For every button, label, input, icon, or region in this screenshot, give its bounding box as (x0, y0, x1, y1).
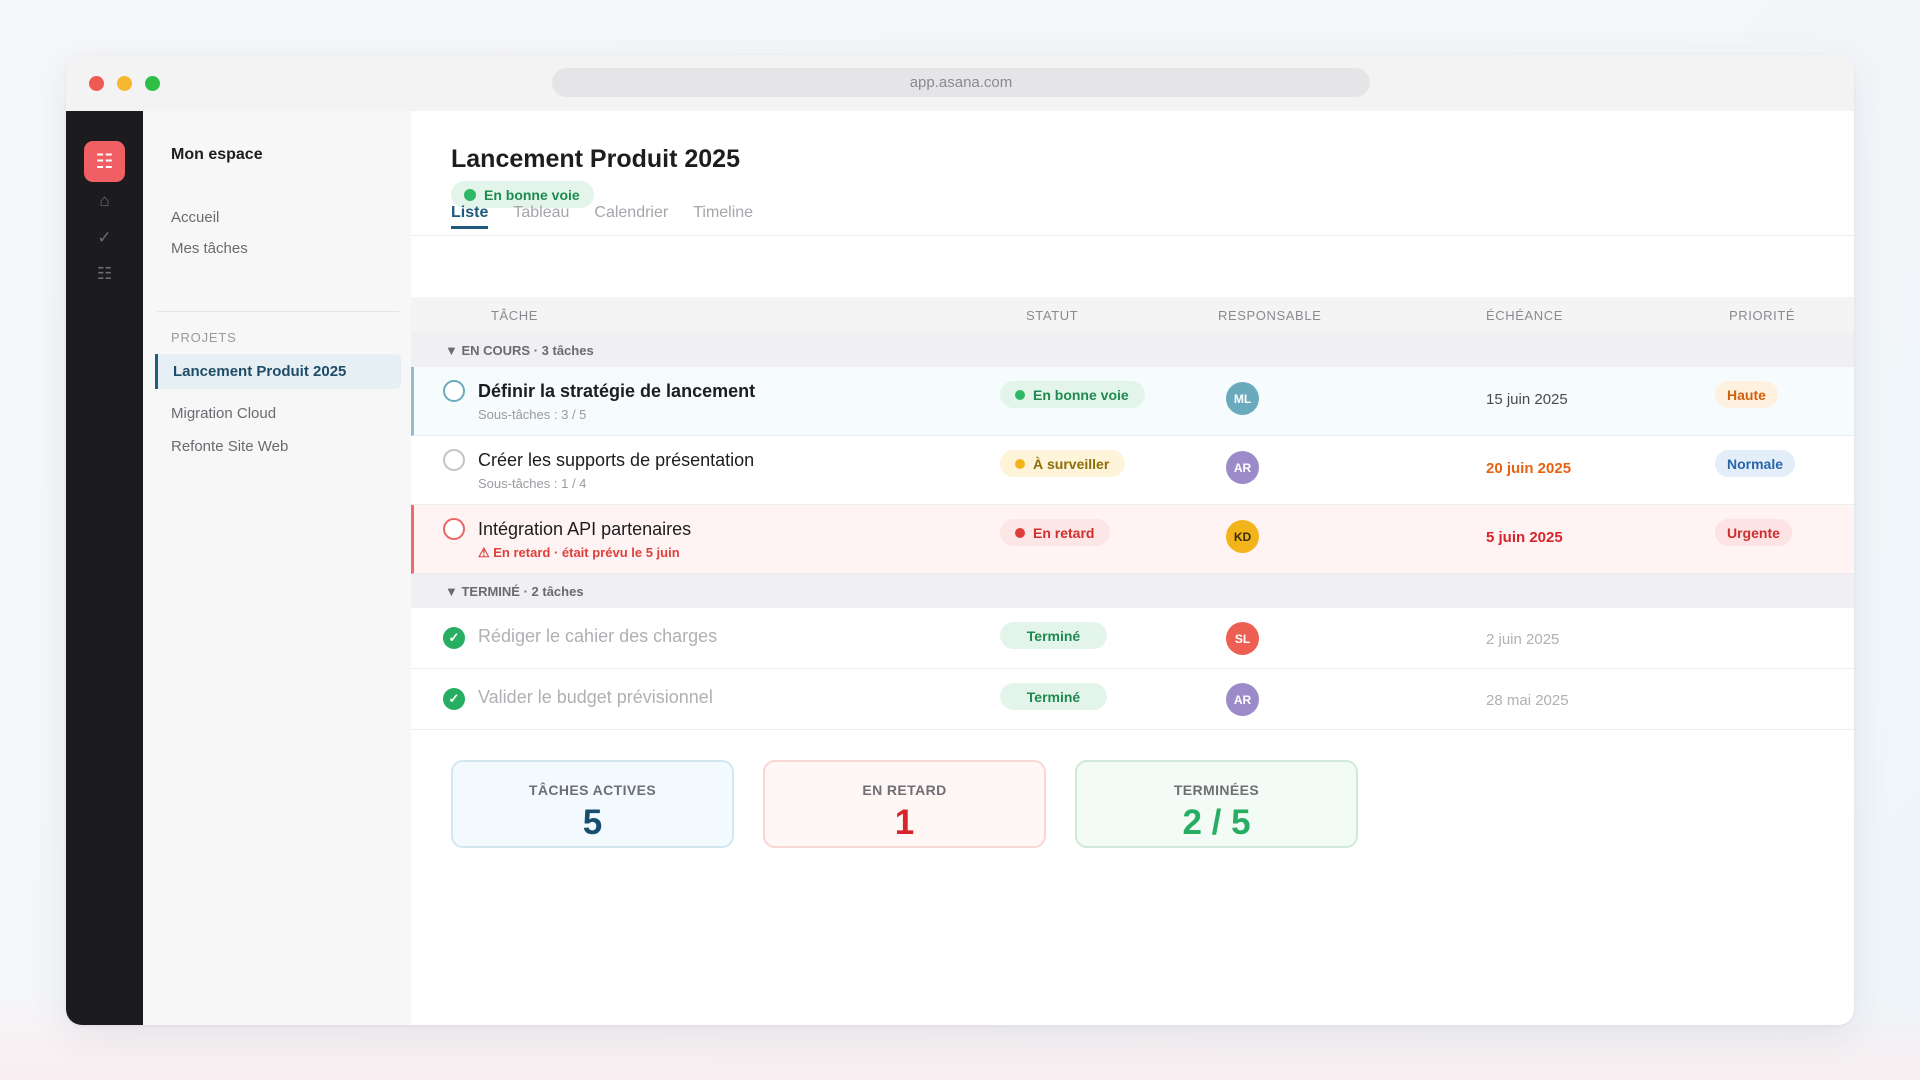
view-tabs: Liste Tableau Calendrier Timeline (451, 204, 753, 229)
summary-value: 1 (894, 803, 915, 842)
projects-icon[interactable]: ☷ (96, 264, 113, 283)
status-dot-icon (1015, 527, 1025, 538)
task-name[interactable]: Valider le budget prévisionnel (478, 687, 713, 707)
status-dot-icon (1015, 458, 1025, 469)
column-header-echeance[interactable]: ÉCHÉANCE (1486, 308, 1564, 323)
summary-divider (411, 729, 1854, 730)
project-status-label: En bonne voie (484, 186, 580, 203)
status-badge[interactable]: À surveiller (1000, 450, 1126, 477)
sidebar: Mon espace Accueil Mes tâches PROJETS La… (143, 111, 411, 1025)
priority-badge[interactable]: Normale (1715, 450, 1796, 477)
summary-label: TERMINÉES (1173, 782, 1260, 798)
summary-card-done: TERMINÉES 2 / 5 (1075, 760, 1358, 848)
table-row[interactable]: ✓ Rédiger le cahier des charges Terminé … (411, 608, 1854, 669)
tab-timeline[interactable]: Timeline (693, 204, 754, 221)
browser-titlebar: app.asana.com (66, 55, 1854, 111)
column-header-priorite[interactable]: PRIORITÉ (1729, 308, 1796, 323)
maximize-window-button[interactable] (145, 76, 160, 91)
due-date[interactable]: 15 juin 2025 (1486, 391, 1568, 408)
completed-check-icon[interactable]: ✓ (443, 688, 465, 710)
column-header-responsable[interactable]: RESPONSABLE (1218, 308, 1322, 323)
status-badge[interactable]: Terminé (1000, 683, 1107, 710)
task-name[interactable]: Rédiger le cahier des charges (478, 626, 718, 646)
workspace-title: Mon espace (171, 146, 263, 163)
task-name[interactable]: Intégration API partenaires (478, 519, 692, 539)
home-icon[interactable]: ⌂ (99, 191, 110, 210)
sidebar-section-label: PROJETS (171, 330, 237, 345)
address-bar[interactable]: app.asana.com (552, 68, 1370, 97)
status-label: En retard (1033, 524, 1095, 541)
table-header: TÂCHE STATUT RESPONSABLE ÉCHÉANCE PRIORI… (411, 297, 1854, 333)
tab-calendrier[interactable]: Calendrier (594, 204, 669, 221)
app-logo-icon[interactable]: ☷ (84, 141, 125, 182)
summary-card-active: TÂCHES ACTIVES 5 (451, 760, 734, 848)
priority-badge[interactable]: Urgente (1715, 519, 1792, 546)
due-date[interactable]: 5 juin 2025 (1486, 529, 1563, 546)
browser-window: app.asana.com ☷ ⌂ ✓ ☷ Mon espace Accueil… (66, 55, 1854, 1025)
summary-label: TÂCHES ACTIVES (528, 782, 657, 798)
status-label: À surveiller (1033, 455, 1110, 472)
summary-label: EN RETARD (862, 782, 947, 798)
task-name[interactable]: Définir la stratégie de lancement (478, 381, 756, 401)
avatar[interactable]: AR (1226, 451, 1259, 484)
sidebar-divider (157, 311, 399, 312)
close-window-button[interactable] (89, 76, 104, 91)
tab-liste[interactable]: Liste (451, 204, 489, 229)
status-badge[interactable]: En bonne voie (1000, 381, 1145, 408)
group-header-termine[interactable]: ▼ TERMINÉ · 2 tâches (411, 574, 1854, 608)
status-dot-icon (1015, 389, 1025, 400)
main-content: Lancement Produit 2025 En bonne voie Lis… (411, 111, 1854, 1025)
completed-check-icon[interactable]: ✓ (443, 627, 465, 649)
table-row[interactable]: Intégration API partenaires ⚠ En retard … (411, 505, 1854, 574)
column-header-tache[interactable]: TÂCHE (491, 308, 539, 323)
task-checkbox[interactable] (443, 380, 465, 402)
task-overdue-warning: ⚠ En retard · était prévu le 5 juin (478, 545, 680, 560)
summary-value: 5 (582, 803, 603, 842)
table-row[interactable]: ✓ Valider le budget prévisionnel Terminé… (411, 669, 1854, 730)
sidebar-item-lancement-produit[interactable]: Lancement Produit 2025 (155, 354, 401, 389)
status-badge[interactable]: Terminé (1000, 622, 1107, 649)
minimize-window-button[interactable] (117, 76, 132, 91)
status-badge[interactable]: En retard (1000, 519, 1111, 546)
due-date[interactable]: 28 mai 2025 (1486, 692, 1569, 709)
sidebar-item-mes-taches[interactable]: Mes tâches (171, 240, 248, 257)
app-rail: ☷ ⌂ ✓ ☷ (66, 111, 143, 1025)
summary-card-overdue: EN RETARD 1 (763, 760, 1046, 848)
tabs-divider (411, 235, 1854, 236)
check-icon[interactable]: ✓ (97, 228, 112, 247)
summary-value: 2 / 5 (1182, 803, 1251, 842)
tab-tableau[interactable]: Tableau (513, 204, 570, 221)
task-name[interactable]: Créer les supports de présentation (478, 450, 755, 470)
priority-badge[interactable]: Haute (1715, 381, 1778, 408)
sidebar-item-refonte-site[interactable]: Refonte Site Web (171, 438, 289, 455)
task-subtasks: Sous-tâches : 1 / 4 (478, 476, 587, 491)
due-date[interactable]: 20 juin 2025 (1486, 460, 1572, 477)
status-dot-icon (464, 188, 476, 201)
task-checkbox[interactable] (443, 449, 465, 471)
task-checkbox[interactable] (443, 518, 465, 540)
avatar[interactable]: KD (1226, 520, 1259, 553)
sidebar-item-accueil[interactable]: Accueil (171, 209, 220, 226)
column-header-statut[interactable]: STATUT (1026, 308, 1079, 323)
group-header-en-cours[interactable]: ▼ EN COURS · 3 tâches (411, 333, 1854, 367)
status-label: En bonne voie (1033, 386, 1129, 403)
task-subtasks: Sous-tâches : 3 / 5 (478, 407, 587, 422)
avatar[interactable]: SL (1226, 622, 1259, 655)
table-row[interactable]: Définir la stratégie de lancement Sous-t… (411, 367, 1854, 436)
project-status-badge[interactable]: En bonne voie (451, 181, 594, 208)
page-title: Lancement Produit 2025 (451, 145, 740, 173)
due-date[interactable]: 2 juin 2025 (1486, 631, 1560, 648)
avatar[interactable]: AR (1226, 683, 1259, 716)
table-row[interactable]: Créer les supports de présentation Sous-… (411, 436, 1854, 505)
sidebar-item-migration-cloud[interactable]: Migration Cloud (171, 405, 277, 422)
avatar[interactable]: ML (1226, 382, 1259, 415)
